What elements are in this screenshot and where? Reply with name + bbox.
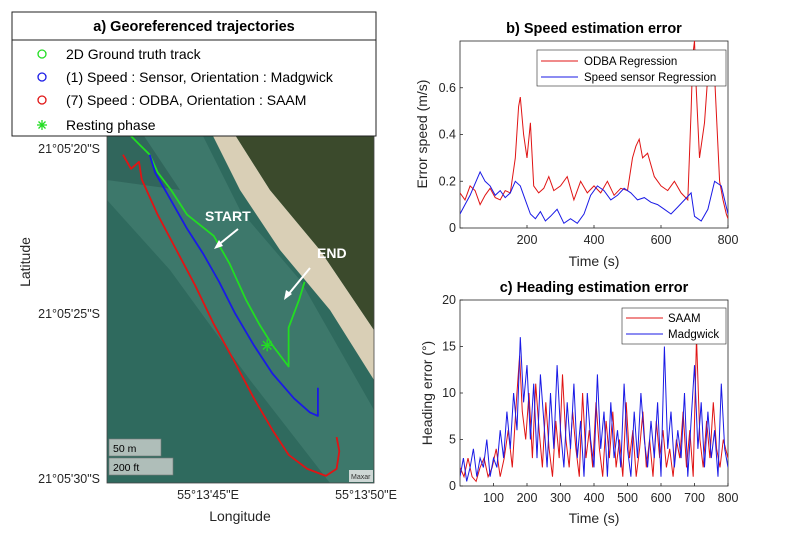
scale-bar: 50 m 200 ft xyxy=(108,438,174,476)
panel-a-trajectory-map: START END 50 m 200 ft Maxar 21°05'20"S 2… xyxy=(11,11,397,524)
x-tick-label-4: 500 xyxy=(617,491,638,505)
y-tick-label-2: 10 xyxy=(442,386,456,400)
start-annotation: START xyxy=(205,208,251,249)
series-line-1 xyxy=(460,337,728,482)
y-tick-label-1: 5 xyxy=(449,433,456,447)
legend-marker-madgwick xyxy=(37,72,47,82)
resting-phase-marker xyxy=(261,339,274,352)
start-arrow-head xyxy=(214,240,223,249)
y-tick-label-4: 20 xyxy=(442,293,456,307)
x-tick-label-7: 800 xyxy=(718,491,739,505)
x-tick-label-1: 200 xyxy=(517,491,538,505)
x-tick-label-0: 100 xyxy=(483,491,504,505)
scale-bar-meters: 50 m xyxy=(113,443,137,455)
map-x-axis-label: Longitude xyxy=(209,508,271,524)
legend-label-resting: Resting phase xyxy=(66,117,156,133)
legend-marker-ground-truth xyxy=(37,49,47,59)
map-x-tick-2: 55°13'50"E xyxy=(335,488,397,502)
y-tick-label-0: 0 xyxy=(449,221,456,235)
series-line-1 xyxy=(460,170,728,225)
map-vegetation xyxy=(232,130,374,330)
track-line-1 xyxy=(148,154,319,417)
x-tick-label-1: 400 xyxy=(584,233,605,247)
y-tick-label-2: 0.4 xyxy=(439,128,456,142)
start-label: START xyxy=(205,208,251,224)
panel-c-heading-error: c) Heading estimation error 100 200 300 400… xyxy=(419,280,738,526)
panel-b-speed-error: b) Speed estimation error 200 400 600 800 0 0… xyxy=(414,21,738,269)
panel-c-legend: SAAM Madgwick xyxy=(621,307,727,345)
x-tick-label-3: 400 xyxy=(584,491,605,505)
map-legend: a) Georeferenced trajectories 2D Ground … xyxy=(11,11,377,137)
panel-b-title: b) Speed estimation error xyxy=(506,21,682,37)
legend-marker-saam xyxy=(37,95,47,105)
end-arrow xyxy=(286,267,311,297)
panel-b-x-axis-label: Time (s) xyxy=(569,253,620,269)
x-tick-label-5: 600 xyxy=(651,491,672,505)
map-deep-water xyxy=(107,130,180,190)
map-y-tick-2: 21°05'25"S xyxy=(38,307,100,321)
panel-b-ticks: 200 400 600 800 0 0.2 0.4 0.6 xyxy=(439,81,739,247)
y-tick-label-0: 0 xyxy=(449,479,456,493)
panel-c-ticks: 100 200 300 400 500 600 700 800 0 5 10 15 20 xyxy=(442,293,738,505)
series-line-0 xyxy=(460,337,728,483)
panel-c-x-axis-label: Time (s) xyxy=(569,510,620,526)
legend-saam: SAAM xyxy=(668,313,701,325)
panel-a-title: a) Georeferenced trajectories xyxy=(93,19,294,35)
x-tick-label-0: 200 xyxy=(517,233,538,247)
legend-madgwick: Madgwick xyxy=(668,329,719,341)
scale-bar-feet: 200 ft xyxy=(113,462,139,474)
legend-speed-sensor-regression: Speed sensor Regression xyxy=(584,72,716,84)
legend-label-saam: (7) Speed : ODBA, Orientation : SAAM xyxy=(66,92,306,108)
track-line-0 xyxy=(127,132,306,368)
satellite-map-background xyxy=(107,130,374,483)
x-tick-label-3: 800 xyxy=(718,233,739,247)
y-tick-label-3: 0.6 xyxy=(439,81,456,95)
map-y-axis-label: Latitude xyxy=(17,237,33,287)
legend-odba-regression: ODBA Regression xyxy=(584,56,677,68)
y-tick-label-1: 0.2 xyxy=(439,174,456,188)
x-tick-label-6: 700 xyxy=(684,491,705,505)
map-beach xyxy=(210,130,374,380)
map-tracks xyxy=(122,132,341,477)
panel-b-legend: ODBA Regression Speed sensor Regression xyxy=(536,49,727,87)
map-shallow-reef xyxy=(107,130,374,483)
legend-label-ground-truth: 2D Ground truth track xyxy=(66,46,202,62)
y-tick-label-3: 15 xyxy=(442,340,456,354)
end-arrow-head xyxy=(284,290,292,300)
map-attribution: Maxar xyxy=(351,474,371,481)
panel-c-title: c) Heading estimation error xyxy=(500,280,689,296)
map-x-tick-1: 55°13'45"E xyxy=(177,488,239,502)
map-y-tick-3: 21°05'30"S xyxy=(38,472,100,486)
panel-b-lines xyxy=(460,41,728,225)
end-label: END xyxy=(317,245,347,261)
map-y-tick-1: 21°05'20"S xyxy=(38,142,100,156)
legend-marker-resting xyxy=(37,120,47,130)
panel-c-lines xyxy=(460,337,728,483)
panel-c-y-axis-label: Heading error (°) xyxy=(419,341,435,445)
panel-b-y-axis-label: Error speed (m/s) xyxy=(414,80,430,189)
x-tick-label-2: 600 xyxy=(651,233,672,247)
end-annotation: END xyxy=(284,245,347,300)
track-line-2 xyxy=(122,154,341,477)
legend-label-madgwick: (1) Speed : Sensor, Orientation : Madgwi… xyxy=(66,69,334,85)
x-tick-label-2: 300 xyxy=(550,491,571,505)
series-line-0 xyxy=(460,41,728,219)
